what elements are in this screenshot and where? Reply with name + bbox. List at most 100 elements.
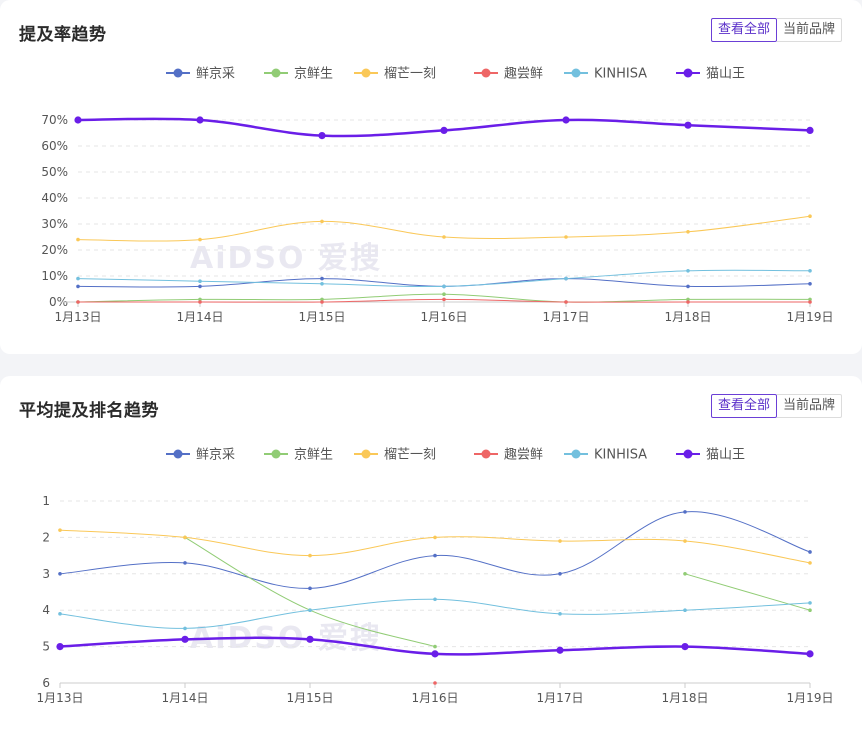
- series-line: [58, 597, 812, 631]
- legend-item[interactable]: 猫山王: [676, 67, 745, 82]
- data-point[interactable]: [198, 284, 202, 289]
- data-point[interactable]: [562, 116, 570, 124]
- data-point[interactable]: [686, 269, 690, 273]
- data-point[interactable]: [76, 276, 80, 281]
- data-point[interactable]: [433, 644, 437, 649]
- data-point[interactable]: [808, 561, 812, 565]
- data-point[interactable]: [433, 553, 437, 558]
- view-all-button[interactable]: 查看全部: [710, 394, 777, 418]
- legend-item[interactable]: KINHISA: [564, 67, 647, 82]
- data-point[interactable]: [320, 282, 324, 286]
- data-point[interactable]: [76, 300, 80, 304]
- data-point[interactable]: [564, 235, 568, 239]
- data-point[interactable]: [198, 300, 202, 304]
- data-point[interactable]: [440, 126, 448, 134]
- data-point[interactable]: [686, 230, 690, 234]
- legend-item[interactable]: 京鲜生: [264, 67, 333, 82]
- y-tick-label: 4: [42, 603, 50, 617]
- data-point[interactable]: [686, 300, 690, 304]
- data-point[interactable]: [433, 535, 437, 540]
- data-point[interactable]: [308, 608, 312, 612]
- legend-item[interactable]: 趣尝鲜: [474, 448, 543, 463]
- data-point[interactable]: [308, 586, 312, 591]
- data-point[interactable]: [808, 269, 812, 273]
- data-point[interactable]: [76, 237, 80, 242]
- data-point[interactable]: [681, 643, 689, 651]
- data-point[interactable]: [806, 650, 814, 658]
- data-point[interactable]: [808, 300, 812, 304]
- data-point[interactable]: [442, 297, 446, 302]
- data-point[interactable]: [808, 297, 812, 302]
- data-point[interactable]: [308, 553, 312, 558]
- legend-item[interactable]: 京鲜生: [264, 448, 333, 463]
- data-point[interactable]: [320, 276, 324, 281]
- current-brand-button[interactable]: 当前品牌: [776, 394, 842, 418]
- data-point[interactable]: [320, 297, 324, 302]
- data-point[interactable]: [683, 608, 687, 612]
- legend-item[interactable]: 鲜京采: [166, 448, 235, 463]
- data-point[interactable]: [433, 597, 437, 602]
- mention-rate-chart: 鲜京采 京鲜生 榴芒一刻 趣尝鲜 KINHISA 猫山王 AiDSO 爱搜 0% 10% 20% 3…: [41, 66, 834, 325]
- legend-item[interactable]: 榴芒一刻: [354, 447, 436, 463]
- data-point[interactable]: [58, 612, 62, 616]
- x-tick-label: 1月19日: [787, 310, 834, 324]
- series-path: [59, 511, 811, 589]
- data-point[interactable]: [320, 300, 324, 304]
- y-tick-label: 2: [42, 530, 50, 544]
- data-point[interactable]: [58, 528, 62, 532]
- data-point[interactable]: [183, 626, 187, 631]
- data-point[interactable]: [808, 282, 812, 286]
- data-point[interactable]: [181, 635, 189, 643]
- current-brand-button[interactable]: 当前品牌: [776, 18, 842, 42]
- data-point[interactable]: [808, 608, 812, 612]
- data-point[interactable]: [58, 572, 62, 576]
- data-point[interactable]: [442, 292, 446, 297]
- data-point[interactable]: [556, 646, 564, 654]
- series-path: [77, 269, 811, 288]
- data-point[interactable]: [318, 132, 326, 140]
- data-point[interactable]: [306, 635, 314, 643]
- data-point[interactable]: [56, 643, 64, 651]
- data-point[interactable]: [442, 284, 446, 289]
- legend-item[interactable]: 榴芒一刻: [354, 66, 436, 82]
- data-point[interactable]: [808, 601, 812, 605]
- legend-item[interactable]: 鲜京采: [166, 67, 235, 82]
- data-point[interactable]: [431, 650, 439, 658]
- data-point[interactable]: [198, 237, 202, 242]
- data-point[interactable]: [183, 535, 187, 540]
- data-point[interactable]: [564, 276, 568, 281]
- data-point[interactable]: [74, 116, 82, 124]
- data-point[interactable]: [684, 121, 692, 129]
- data-point[interactable]: [558, 539, 562, 543]
- data-point[interactable]: [76, 284, 80, 289]
- data-point[interactable]: [686, 297, 690, 302]
- data-point[interactable]: [198, 279, 202, 284]
- data-point[interactable]: [442, 235, 446, 239]
- data-point[interactable]: [686, 284, 690, 289]
- legend-label: 鲜京采: [196, 67, 235, 82]
- data-point[interactable]: [683, 510, 687, 514]
- data-point[interactable]: [808, 550, 812, 554]
- data-point[interactable]: [806, 126, 814, 134]
- x-tick-label: 1月15日: [299, 310, 346, 324]
- data-point[interactable]: [683, 539, 687, 543]
- data-point[interactable]: [808, 214, 812, 218]
- data-point[interactable]: [683, 572, 687, 576]
- legend-item[interactable]: KINHISA: [564, 448, 647, 463]
- data-point[interactable]: [558, 612, 562, 616]
- legend-item[interactable]: 趣尝鲜: [474, 67, 543, 82]
- y-tick-label: 60%: [41, 139, 68, 153]
- data-point[interactable]: [320, 219, 324, 224]
- watermark: AiDSO 爱搜: [190, 241, 382, 276]
- view-all-button[interactable]: 查看全部: [710, 18, 777, 42]
- y-tick-label: 30%: [41, 217, 68, 231]
- data-point[interactable]: [183, 561, 187, 565]
- data-point[interactable]: [558, 572, 562, 576]
- series-line: [76, 269, 812, 289]
- data-point[interactable]: [196, 116, 204, 124]
- legend-item[interactable]: 猫山王: [676, 448, 745, 463]
- y-tick-label: 40%: [41, 191, 68, 205]
- data-point[interactable]: [198, 297, 202, 302]
- data-point[interactable]: [433, 681, 437, 685]
- data-point[interactable]: [564, 300, 568, 304]
